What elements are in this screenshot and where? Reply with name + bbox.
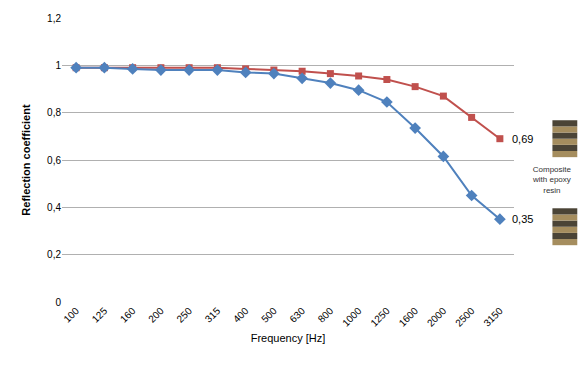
svg-text:0,35: 0,35	[512, 213, 533, 225]
svg-text:0,2: 0,2	[47, 249, 61, 260]
svg-text:0,4: 0,4	[47, 202, 61, 213]
svg-text:0,69: 0,69	[512, 133, 533, 145]
svg-text:2500: 2500	[453, 305, 477, 329]
svg-text:0: 0	[55, 297, 61, 308]
svg-text:800: 800	[316, 305, 336, 325]
svg-text:500: 500	[259, 305, 279, 325]
svg-text:160: 160	[118, 305, 138, 325]
svg-text:400: 400	[231, 305, 251, 325]
svg-text:1: 1	[55, 60, 61, 71]
svg-text:250: 250	[175, 305, 195, 325]
svg-text:200: 200	[146, 305, 166, 325]
svg-text:0,6: 0,6	[47, 155, 61, 166]
svg-text:Frequency [Hz]: Frequency [Hz]	[251, 332, 326, 344]
svg-text:315: 315	[203, 305, 223, 325]
svg-text:125: 125	[90, 305, 110, 325]
svg-text:1000: 1000	[340, 305, 364, 329]
svg-text:1,2: 1,2	[47, 13, 61, 24]
svg-text:630: 630	[288, 305, 308, 325]
svg-text:2000: 2000	[425, 305, 449, 329]
svg-text:1600: 1600	[397, 305, 421, 329]
svg-text:0,8: 0,8	[47, 107, 61, 118]
svg-text:1250: 1250	[368, 305, 392, 329]
svg-text:Reflection coefficient: Reflection coefficient	[20, 104, 32, 216]
svg-text:100: 100	[62, 305, 82, 325]
svg-text:3150: 3150	[481, 305, 505, 329]
svg-text:Compositewith epoxyresin: Compositewith epoxyresin	[532, 165, 572, 195]
